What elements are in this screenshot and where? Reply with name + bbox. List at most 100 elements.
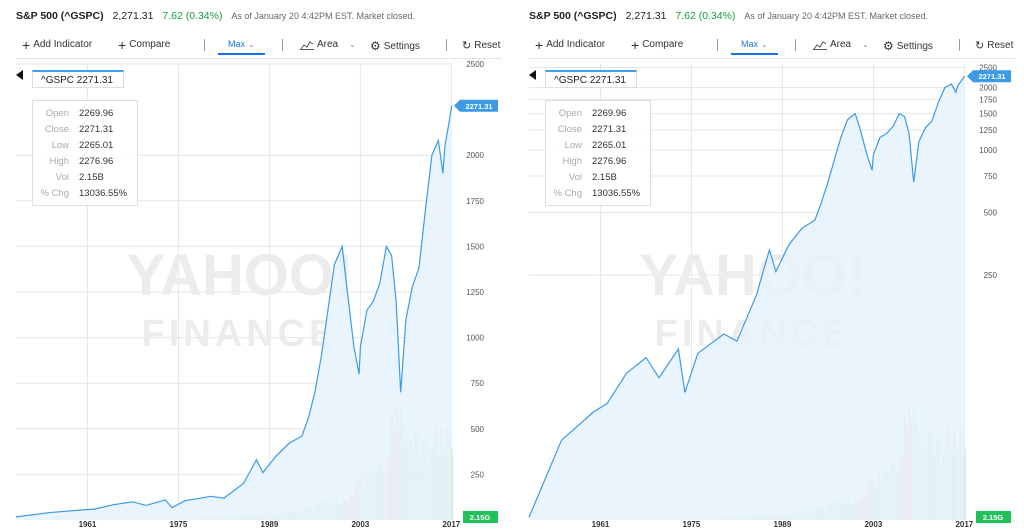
- tooltip-key: Close: [44, 123, 69, 135]
- range-underline: [218, 53, 265, 55]
- x-tick-label: 2003: [864, 520, 882, 529]
- add-indicator-button[interactable]: + Add Indicator: [535, 36, 606, 53]
- tooltip-row: Close 2271.31: [546, 121, 650, 137]
- chart-toolbar: + Add Indicator + Compare Max ⌄ Area ⌄ ⚙…: [529, 32, 1015, 59]
- add-indicator-button[interactable]: + Add Indicator: [22, 38, 93, 52]
- y-tick-label: 500: [471, 425, 485, 434]
- compare-label: Compare: [129, 39, 171, 50]
- y-tick-label: 2000: [466, 151, 484, 160]
- tooltip-row: High 2276.96: [546, 153, 650, 169]
- volume-bar: [964, 448, 966, 520]
- x-tick-label: 2017: [442, 520, 460, 529]
- tooltip-key: Low: [564, 139, 582, 151]
- y-tick-label: 750: [471, 379, 485, 388]
- series-symbol-label: ^GSPC 2271.31: [545, 70, 637, 88]
- tooltip-row: % Chg 13036.55%: [33, 185, 137, 201]
- range-dropdown[interactable]: Max ⌄: [731, 39, 778, 55]
- chart-panel-log: S&P 500 (^GSPC) 2,271.31 7.62 (0.34%) As…: [513, 0, 1015, 531]
- add-indicator-label: Add Indicator: [546, 39, 606, 50]
- price-line: [15, 105, 453, 518]
- settings-button[interactable]: ⚙ Settings: [370, 39, 420, 53]
- tooltip-value: 2276.96: [79, 155, 114, 167]
- last-price-badge-label: 2271.31: [978, 72, 1005, 81]
- price-chart[interactable]: 250 500 750 1000 1250 1500 1750 2000 2500 1961 197…: [0, 58, 502, 531]
- chevron-down-icon: ⌄: [349, 40, 356, 49]
- compare-button[interactable]: + Compare: [631, 38, 683, 52]
- y-tick-label: 1500: [979, 110, 997, 119]
- tooltip-row: Open 2269.96: [546, 105, 650, 121]
- chart-type-dropdown[interactable]: Area ⌄: [813, 39, 869, 50]
- plus-icon: +: [118, 36, 127, 53]
- price-area: [529, 76, 965, 520]
- x-tick-label: 1975: [683, 520, 701, 529]
- x-tick-label: 1975: [170, 520, 188, 529]
- reset-button[interactable]: ↻ Reset: [975, 39, 1013, 52]
- tooltip-row: % Chg 13036.55%: [546, 185, 650, 201]
- chevron-down-icon: ⌄: [248, 39, 255, 49]
- tooltip-row: Low 2265.01: [33, 137, 137, 153]
- area-chart-icon: [300, 40, 314, 50]
- ohlc-tooltip: Open 2269.96 Close 2271.31 Low 2265.01 High 227…: [545, 100, 651, 206]
- tooltip-row: Low 2265.01: [546, 137, 650, 153]
- tooltip-value: 2269.96: [79, 107, 114, 119]
- settings-button[interactable]: ⚙ Settings: [883, 39, 933, 53]
- price-area: [16, 105, 452, 521]
- y-tick-label: 500: [984, 209, 998, 218]
- tooltip-key: Low: [51, 139, 69, 151]
- tooltip-row: Vol 2.15B: [33, 169, 137, 185]
- tooltip-row: Open 2269.96: [33, 105, 137, 121]
- quote-header: S&P 500 (^GSPC) 2,271.31 7.62 (0.34%) As…: [16, 10, 415, 22]
- add-indicator-label: Add Indicator: [33, 39, 93, 50]
- last-price-badge-label: 2271.31: [465, 102, 492, 111]
- settings-label: Settings: [896, 40, 933, 52]
- y-tick-label: 1250: [466, 288, 484, 297]
- y-tick-label: 250: [471, 470, 485, 479]
- y-tick-label: 1000: [979, 146, 997, 155]
- x-tick-label: 1989: [261, 520, 279, 529]
- tooltip-value: 13036.55%: [79, 187, 128, 199]
- price-line: [528, 75, 966, 518]
- quote-header: S&P 500 (^GSPC) 2,271.31 7.62 (0.34%) As…: [529, 10, 928, 22]
- tooltip-value: 2265.01: [592, 139, 627, 151]
- price-chart-svg: 250 500 750 1000 1250 1500 1750 2000 2500 1961 197…: [15, 60, 498, 529]
- reset-button[interactable]: ↻ Reset: [462, 39, 500, 52]
- x-tick-label: 2003: [351, 520, 369, 529]
- tooltip-key: Vol: [55, 171, 69, 183]
- compare-button[interactable]: + Compare: [118, 36, 171, 53]
- collapse-arrow-icon[interactable]: [16, 70, 23, 80]
- volume-badge: [976, 511, 1011, 523]
- tooltip-key: Close: [557, 123, 582, 135]
- chevron-down-icon: ⌄: [761, 39, 768, 49]
- series-symbol-label: ^GSPC 2271.31: [32, 70, 124, 88]
- chevron-down-icon: ⌄: [862, 40, 869, 49]
- x-tick-label: 1989: [774, 520, 792, 529]
- range-dropdown[interactable]: Max ⌄: [218, 39, 265, 55]
- range-label: Max: [228, 39, 246, 49]
- price-chart[interactable]: 250 500 750 1000 1250 1500 1750 2000 2500 1961 197…: [513, 58, 1015, 531]
- tooltip-key: High: [49, 155, 69, 167]
- volume-bar: [451, 448, 453, 520]
- market-status: As of January 20 4:42PM EST. Market clos…: [744, 11, 928, 21]
- y-tick-label: 2000: [979, 84, 997, 93]
- chart-panel-linear: S&P 500 (^GSPC) 2,271.31 7.62 (0.34%) As…: [0, 0, 502, 531]
- volume-badge-label: 2.15G: [470, 513, 491, 522]
- y-tick-label: 2500: [466, 60, 484, 69]
- reset-icon: ↻: [975, 40, 985, 52]
- tooltip-value: 2271.31: [592, 123, 627, 135]
- last-price-badge: [454, 99, 498, 112]
- tooltip-value: 13036.55%: [592, 187, 641, 199]
- tooltip-key: % Chg: [40, 187, 69, 199]
- y-tick-label: 2500: [979, 64, 997, 73]
- x-tick-label: 2017: [955, 520, 973, 529]
- y-tick-label: 1750: [466, 197, 484, 206]
- chart-type-dropdown[interactable]: Area ⌄: [300, 39, 356, 50]
- tooltip-key: Open: [558, 107, 582, 119]
- market-status: As of January 20 4:42PM EST. Market clos…: [231, 11, 415, 21]
- volume-badge: [463, 511, 498, 523]
- symbol-name: S&P 500 (^GSPC): [529, 10, 617, 22]
- area-chart-icon: [813, 40, 827, 50]
- last-price-badge: [967, 70, 1011, 83]
- collapse-arrow-icon[interactable]: [529, 70, 536, 80]
- gear-icon: ⚙: [883, 39, 894, 53]
- plus-icon: +: [535, 36, 544, 53]
